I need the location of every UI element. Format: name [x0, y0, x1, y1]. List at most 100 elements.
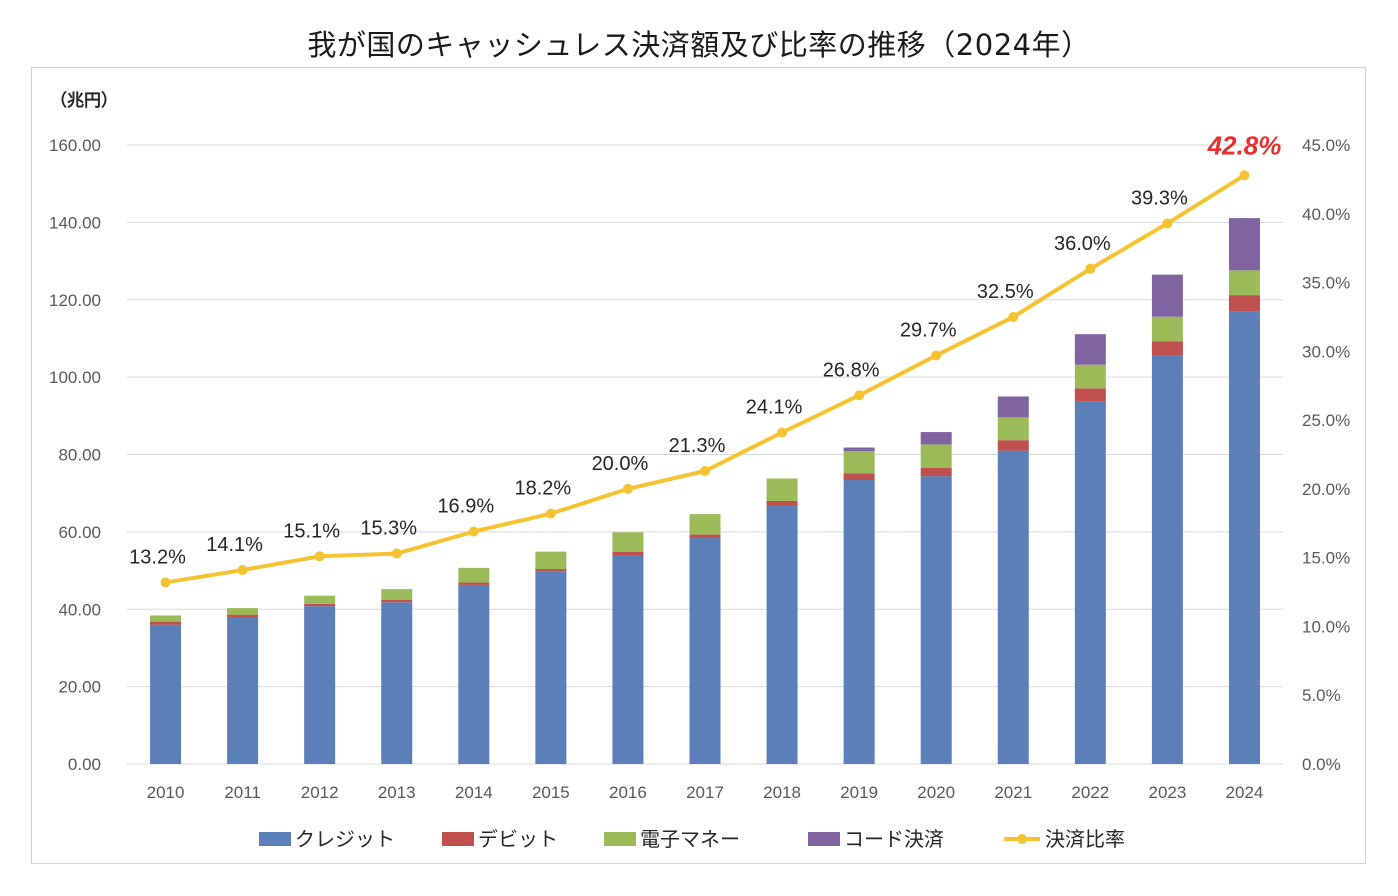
- bar-segment: [612, 532, 644, 552]
- y2-tick-label: 15.0%: [1302, 549, 1350, 568]
- y2-tick-label: 0.0%: [1302, 755, 1341, 774]
- bar-segment: [612, 555, 644, 764]
- bar-segment: [1228, 218, 1260, 271]
- bar-segment: [766, 505, 798, 764]
- bar-segment: [1074, 364, 1106, 389]
- bar-segment: [535, 571, 567, 764]
- bar-segment: [843, 480, 875, 764]
- y-tick-label: 120.00: [49, 291, 101, 310]
- ratio-point: [777, 427, 788, 438]
- ratio-data-label: 29.7%: [900, 319, 957, 341]
- y-tick-label: 140.00: [49, 213, 101, 232]
- y2-tick-label: 30.0%: [1302, 342, 1350, 361]
- ratio-point: [1162, 218, 1173, 229]
- legend-swatch: [1017, 834, 1027, 844]
- bar-segment: [304, 606, 336, 764]
- ratio-data-label: 21.3%: [669, 435, 726, 457]
- ratio-data-label: 15.3%: [360, 518, 417, 540]
- bar-segment: [766, 478, 798, 501]
- ratio-point: [314, 551, 325, 562]
- bar-segment: [689, 534, 721, 539]
- legend-swatch: [442, 832, 474, 846]
- bar-segment: [150, 615, 182, 622]
- ratio-point: [854, 390, 865, 401]
- x-tick-label: 2014: [455, 783, 493, 802]
- ratio-data-label: 32.5%: [977, 281, 1034, 303]
- ratio-point: [160, 577, 171, 588]
- bar-segment: [227, 616, 259, 764]
- y2-tick-label: 35.0%: [1302, 274, 1350, 293]
- ratio-point: [237, 565, 248, 576]
- y2-tick-label: 25.0%: [1302, 411, 1350, 430]
- legend-label: クレジット: [295, 827, 395, 851]
- x-tick-label: 2023: [1148, 783, 1186, 802]
- bar-segment: [920, 432, 952, 445]
- ratio-data-label: 16.9%: [437, 496, 494, 518]
- y2-tick-label: 5.0%: [1302, 686, 1341, 705]
- x-tick-label: 2017: [686, 783, 724, 802]
- ratio-point: [700, 466, 710, 477]
- y-tick-label: 20.00: [58, 678, 101, 697]
- bar-segment: [381, 599, 413, 603]
- x-tick-label: 2012: [301, 783, 339, 802]
- x-tick-label: 2016: [609, 783, 647, 802]
- ratio-data-label: 36.0%: [1054, 233, 1111, 255]
- bar-segment: [381, 589, 413, 600]
- ratio-data-label: 20.0%: [592, 453, 649, 475]
- bar-segment: [304, 603, 336, 607]
- ratio-point: [545, 508, 556, 519]
- ratio-data-label: 24.1%: [746, 396, 803, 418]
- x-tick-label: 2015: [532, 783, 570, 802]
- y-tick-label: 40.00: [58, 600, 101, 619]
- y-tick-label: 0.00: [68, 755, 101, 774]
- y-tick-label: 60.00: [58, 523, 101, 542]
- bar-segment: [1074, 388, 1106, 402]
- bar-segment: [843, 447, 875, 452]
- x-tick-label: 2020: [917, 783, 955, 802]
- bar-segment: [150, 621, 182, 625]
- x-tick-label: 2021: [994, 783, 1032, 802]
- bar-segment: [227, 614, 259, 617]
- x-tick-label: 2019: [840, 783, 878, 802]
- bar-segment: [689, 538, 721, 764]
- ratio-data-label: 14.1%: [206, 534, 263, 556]
- ratio-point: [622, 483, 633, 494]
- bar-segment: [1228, 295, 1260, 312]
- bar-segment: [689, 514, 721, 535]
- bar-segment: [920, 476, 952, 764]
- bar-segment: [381, 602, 413, 764]
- bar-segment: [458, 584, 490, 764]
- ratio-data-label: 15.1%: [283, 520, 340, 542]
- y2-tick-label: 20.0%: [1302, 480, 1350, 499]
- ratio-point: [1239, 170, 1250, 181]
- bar-segment: [535, 551, 567, 570]
- y-tick-label: 100.00: [49, 368, 101, 387]
- bar-segment: [1151, 274, 1183, 317]
- y-unit-label: （兆円）: [50, 90, 118, 111]
- bar-segment: [227, 608, 259, 615]
- bar-segment: [997, 396, 1029, 418]
- legend-swatch: [808, 832, 840, 846]
- ratio-point: [1085, 263, 1096, 274]
- y-tick-label: 160.00: [49, 136, 101, 155]
- ratio-data-label: 26.8%: [823, 359, 880, 381]
- ratio-point: [468, 526, 479, 537]
- bar-segment: [458, 582, 490, 585]
- y2-tick-label: 45.0%: [1302, 136, 1350, 155]
- bar-segment: [1151, 341, 1183, 356]
- legend-swatch: [259, 832, 291, 846]
- y2-tick-label: 40.0%: [1302, 205, 1350, 224]
- bar-segment: [997, 417, 1029, 441]
- ratio-data-label: 13.2%: [129, 546, 186, 568]
- bar-segment: [920, 444, 952, 468]
- ratio-data-label: 39.3%: [1131, 187, 1188, 209]
- bar-segment: [997, 450, 1029, 764]
- ratio-point: [931, 350, 942, 361]
- x-tick-label: 2010: [147, 783, 185, 802]
- y2-tick-label: 10.0%: [1302, 617, 1350, 636]
- bar-segment: [304, 595, 336, 604]
- chart-title: 我が国のキャッシュレス決済額及び比率の推移（2024年）: [307, 28, 1091, 62]
- legend-swatch: [604, 832, 636, 846]
